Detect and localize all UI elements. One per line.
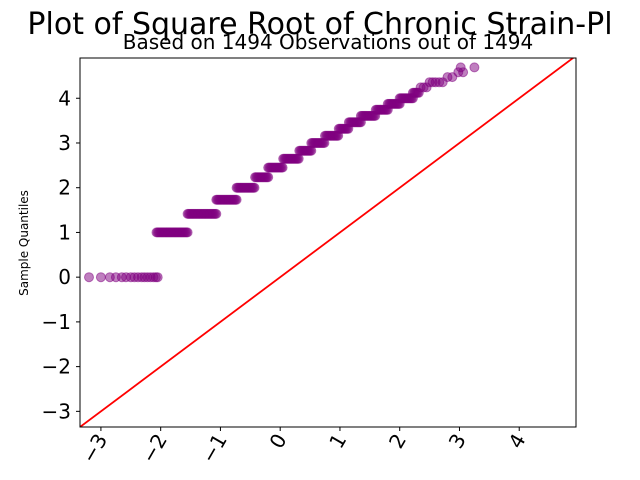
data-point [469,62,480,73]
data-point [95,272,106,283]
y-tick-label: −1 [42,310,71,334]
y-tick-label: 1 [58,220,71,244]
chart-subtitle: Based on 1494 Observations out of 1494 [123,30,534,54]
y-tick-label: 4 [58,86,71,110]
data-point [455,62,466,73]
data-points [84,62,480,283]
x-tick-label: −3 [77,430,113,468]
data-point [211,208,222,219]
plot-frame [79,57,577,428]
reference-line [80,58,575,427]
x-tick-label: 2 [384,430,411,453]
y-tick-label: −3 [42,399,71,423]
data-point [182,227,193,238]
chart-title: Plot of Square Root of Chronic Strain-Pl [27,7,612,42]
x-tick-label: 0 [264,430,291,453]
data-point [152,272,163,283]
data-point [231,194,242,205]
y-tick-label: 3 [58,131,71,155]
data-point [249,182,260,193]
x-tick-label: −1 [196,430,232,468]
y-tick-label: 0 [58,265,71,289]
x-tick-label: 1 [324,430,351,453]
x-tick-label: 3 [444,430,471,453]
data-point [263,172,274,183]
x-tick-label: 4 [503,430,530,453]
y-axis-label: Sample Quantiles [17,190,31,296]
y-tick-label: 2 [58,176,71,200]
x-tick-label: −2 [136,430,172,468]
data-point [277,162,288,173]
plot-area: −3 −2 −1 0 1 2 3 4 −3 −2 −1 0 1 2 3 4 [42,57,577,468]
y-tick-label: −2 [42,355,71,379]
data-point [84,272,94,283]
